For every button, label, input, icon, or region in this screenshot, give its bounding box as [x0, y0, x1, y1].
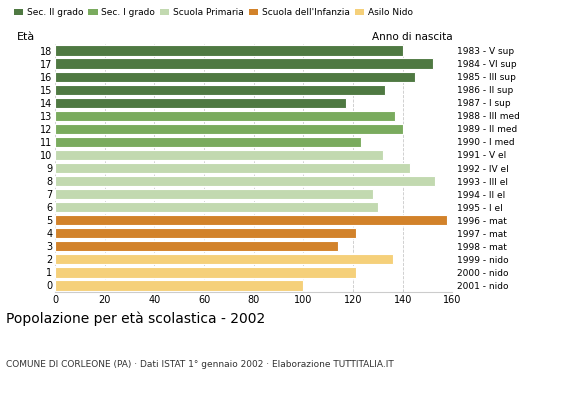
Bar [55, 254, 393, 264]
Bar [55, 84, 385, 95]
Bar [55, 163, 410, 173]
Text: Popolazione per età scolastica - 2002: Popolazione per età scolastica - 2002 [6, 312, 265, 326]
Bar [55, 280, 303, 290]
Bar [55, 46, 403, 56]
Bar [55, 124, 403, 134]
Text: Anno di nascita: Anno di nascita [372, 32, 452, 42]
Bar [55, 176, 435, 186]
Bar [55, 150, 383, 160]
Bar [55, 72, 415, 82]
Bar [55, 215, 447, 225]
Legend: Sec. II grado, Sec. I grado, Scuola Primaria, Scuola dell'Infanzia, Asilo Nido: Sec. II grado, Sec. I grado, Scuola Prim… [10, 4, 416, 21]
Bar [55, 58, 433, 69]
Bar [55, 189, 373, 199]
Bar [55, 137, 361, 147]
Bar [55, 202, 378, 212]
Bar [55, 241, 338, 252]
Bar [55, 98, 346, 108]
Bar [55, 111, 396, 121]
Bar [55, 267, 356, 278]
Bar [55, 228, 356, 238]
Text: Età: Età [17, 32, 35, 42]
Text: COMUNE DI CORLEONE (PA) · Dati ISTAT 1° gennaio 2002 · Elaborazione TUTTITALIA.I: COMUNE DI CORLEONE (PA) · Dati ISTAT 1° … [6, 360, 394, 369]
